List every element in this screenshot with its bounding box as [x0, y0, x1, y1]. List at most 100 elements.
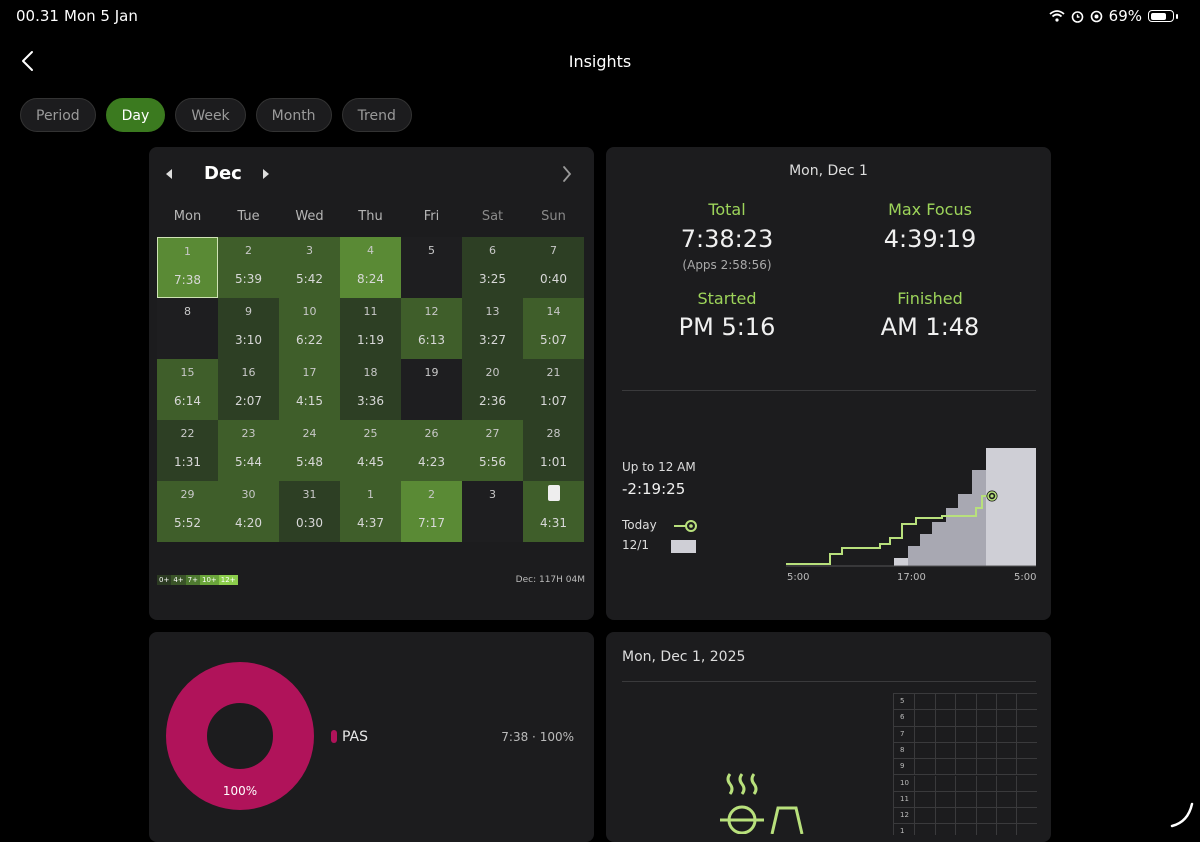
weekday-label: Mon [173, 209, 202, 224]
calendar-day-cell[interactable]: 7 0:40 [523, 237, 584, 298]
calendar-day-cell[interactable]: 20 2:36 [462, 359, 523, 420]
calendar-day-cell[interactable]: 9 3:10 [218, 298, 279, 359]
calendar-day-cell[interactable]: 29 5:52 [157, 481, 218, 542]
day-duration: 5:42 [296, 272, 323, 286]
day-duration: 4:20 [235, 516, 262, 530]
calendar-day-cell[interactable]: 2 7:17 [401, 481, 462, 542]
calendar-day-cell[interactable]: 30 4:20 [218, 481, 279, 542]
day-duration: 4:45 [357, 455, 384, 469]
timeline-hour-row: 12 [894, 808, 1037, 825]
reference-area-shade [908, 470, 986, 566]
calendar-day-cell[interactable]: 14 5:07 [523, 298, 584, 359]
resize-handle-icon[interactable] [1168, 800, 1196, 830]
calendar-day-cell[interactable]: 21 1:07 [523, 359, 584, 420]
calendar-day-cell[interactable]: 8 [157, 298, 218, 359]
day-number: 14 [546, 305, 561, 318]
wifi-icon [1049, 10, 1065, 22]
status-time: 00.31 [16, 7, 59, 25]
timeline-cell-divider [955, 694, 957, 710]
calendar-day-cell[interactable]: 12 6:13 [401, 298, 462, 359]
total-value: 7:38:23 [680, 225, 774, 253]
calendar-expand-button[interactable] [560, 164, 574, 188]
timeline-cell-divider [914, 694, 916, 710]
day-duration: 3:10 [235, 333, 262, 347]
calendar-day-cell[interactable]: 15 6:14 [157, 359, 218, 420]
chevron-right-icon [563, 166, 572, 182]
day-duration: 7:17 [418, 516, 445, 530]
calendar-day-cell[interactable]: 19 [401, 359, 462, 420]
prev-month-button[interactable] [164, 166, 174, 185]
next-month-button[interactable] [261, 166, 271, 185]
tab-month[interactable]: Month [255, 98, 332, 132]
timeline-cell-divider [1016, 824, 1018, 835]
subject-name: PAS [342, 729, 369, 745]
calendar-day-cell[interactable]: 5 [401, 237, 462, 298]
status-date: Mon 5 Jan [64, 7, 138, 25]
calendar-day-cell[interactable]: 2 5:39 [218, 237, 279, 298]
calendar-day-cell[interactable]: 31 0:30 [279, 481, 340, 542]
day-number: 16 [241, 366, 256, 379]
calendar-day-cell[interactable]: 16 2:07 [218, 359, 279, 420]
timeline-cell-divider [934, 775, 936, 791]
weekday-label: Sat [481, 209, 504, 224]
day-duration: 3:25 [479, 272, 506, 286]
calendar-day-cell[interactable]: 28 1:01 [523, 420, 584, 481]
tab-period[interactable]: Period [20, 98, 96, 132]
timeline-hour-label: 10 [900, 778, 909, 787]
day-number: 28 [546, 427, 561, 440]
day-number: 18 [363, 366, 378, 379]
timeline-cell-divider [996, 775, 997, 791]
timeline-date: Mon, Dec 1, 2025 [622, 649, 746, 665]
calendar-day-cell[interactable]: 22 1:31 [157, 420, 218, 481]
day-duration: 6:14 [174, 394, 201, 408]
day-number: 20 [485, 366, 500, 379]
subject-share: 7:38 · 100% [501, 730, 574, 744]
calendar-day-cell[interactable]: 4 8:24 [340, 237, 401, 298]
calendar-day-cell[interactable]: 17 4:15 [279, 359, 340, 420]
timeline-hour-row: 5 [894, 694, 1037, 711]
legend-today-marker [674, 520, 697, 532]
tab-week[interactable]: Week [175, 98, 246, 132]
calendar-month-label: Dec [204, 163, 242, 184]
back-button[interactable] [16, 48, 40, 74]
calendar-day-cell[interactable]: 3 [462, 481, 523, 542]
summary-date: Mon, Dec 1 [789, 163, 868, 179]
calendar-day-cell[interactable]: 24 5:48 [279, 420, 340, 481]
day-duration: 6:22 [296, 333, 323, 347]
day-number: 19 [424, 366, 439, 379]
timeline-cell-divider [996, 808, 997, 824]
calendar-day-cell[interactable]: 1 7:38 [157, 237, 218, 298]
day-duration: 4:15 [296, 394, 323, 408]
calendar-day-cell[interactable]: 26 4:23 [401, 420, 462, 481]
calendar-day-cell[interactable]: 27 5:56 [462, 420, 523, 481]
calendar-day-cell[interactable]: 25 4:45 [340, 420, 401, 481]
day-number: 13 [485, 305, 500, 318]
timeline-cell-divider [914, 791, 916, 808]
timeline-hour-row: 8 [894, 742, 1037, 760]
calendar-legend: 0+ 4+ 7+ 10+ 12+ [157, 575, 238, 585]
calendar-day-cell[interactable]: 10 6:22 [279, 298, 340, 359]
calendar-day-cell[interactable]: 13 3:27 [462, 298, 523, 359]
timeline-cell-divider [975, 824, 977, 835]
timeline-cell-divider [914, 759, 916, 775]
divider [622, 681, 1036, 682]
calendar-day-cell[interactable]: 4:31 [523, 481, 584, 542]
tab-trend[interactable]: Trend [341, 98, 412, 132]
legend-chip: 10+ [199, 575, 219, 585]
day-duration: 0:30 [296, 516, 323, 530]
day-number: 3 [306, 244, 313, 257]
day-duration: 1:31 [174, 455, 201, 469]
calendar-day-cell[interactable]: 18 3:36 [340, 359, 401, 420]
day-number: 1 [184, 245, 191, 258]
calendar-day-cell[interactable]: 1 4:37 [340, 481, 401, 542]
timeline-cell-divider [975, 694, 977, 710]
day-duration: 1:19 [357, 333, 384, 347]
calendar-day-cell[interactable]: 11 1:19 [340, 298, 401, 359]
calendar-day-cell[interactable]: 6 3:25 [462, 237, 523, 298]
calendar-day-cell[interactable]: 23 5:44 [218, 420, 279, 481]
calendar-day-cell[interactable]: 3 5:42 [279, 237, 340, 298]
day-duration: 4:37 [357, 516, 384, 530]
day-number: 2 [428, 488, 435, 501]
timeline-cell-divider [1016, 808, 1018, 824]
tab-day[interactable]: Day [105, 98, 166, 132]
